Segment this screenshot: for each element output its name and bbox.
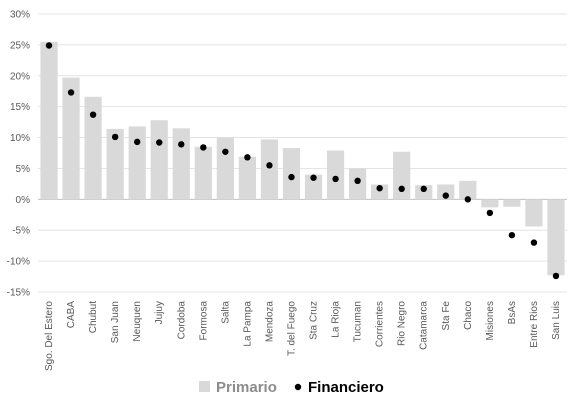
x-category-label: T. del Fuego <box>286 301 297 356</box>
bars-primario <box>40 41 565 276</box>
bar-primario <box>260 139 279 200</box>
y-tick-label: 25% <box>10 40 30 51</box>
dot-financiero <box>552 272 560 280</box>
bar-primario <box>194 146 212 200</box>
x-category-label: Neuquen <box>132 301 143 342</box>
x-category-label: Sta Cruz <box>309 301 320 340</box>
dot-financiero <box>376 185 383 192</box>
dot-financiero <box>111 133 119 141</box>
bar-primario <box>304 174 323 200</box>
y-tick-label: 20% <box>10 71 30 82</box>
x-category-label: San Juan <box>110 301 121 343</box>
y-tick-label: 0% <box>16 195 31 206</box>
dot-financiero <box>222 148 229 155</box>
x-category-label: Misiones <box>485 301 496 340</box>
dot-financiero <box>354 177 361 184</box>
dot-financiero <box>530 239 538 246</box>
x-category-label: Cordoba <box>176 301 187 340</box>
bar-primario <box>172 128 190 200</box>
bar-primario <box>128 126 146 200</box>
x-category-label: Formosa <box>198 301 209 341</box>
x-category-label: Salta <box>220 301 231 324</box>
legend-swatch-financiero <box>294 383 302 391</box>
bar-primario <box>282 148 301 200</box>
y-tick-label: 30% <box>10 10 30 21</box>
y-tick-label: 15% <box>10 102 30 113</box>
dot-financiero <box>178 141 185 148</box>
bar-primario <box>393 151 411 200</box>
x-category-label: Jujuy <box>154 301 165 324</box>
dot-financiero <box>67 89 75 96</box>
y-tick-label: -15% <box>7 288 30 299</box>
dot-financiero <box>420 185 427 193</box>
dot-financiero <box>89 111 97 118</box>
x-category-label: Chubut <box>88 301 99 333</box>
bar-primario <box>40 41 58 200</box>
x-axis-labels: Sgo. Del Estero CABA Chubut San Juan Neuquen… <box>44 301 562 371</box>
y-tick-label: -5% <box>12 226 30 237</box>
legend: Primario Financiero <box>199 379 384 396</box>
x-category-label: La Pampa <box>242 301 253 347</box>
bar-primario <box>437 184 455 200</box>
x-category-label: San Luis <box>551 301 562 340</box>
y-tick-label: 10% <box>10 133 30 144</box>
gridlines <box>38 13 567 293</box>
legend-swatch-primario <box>199 381 210 392</box>
x-category-label: Tucuman <box>353 301 364 342</box>
x-category-label: Rio Negro <box>397 301 408 346</box>
x-category-label: Catamarca <box>419 301 430 350</box>
bar-primario <box>371 184 389 200</box>
dot-financiero <box>156 139 163 146</box>
x-category-label: Sta Fe <box>441 301 452 331</box>
x-category-label: Mendoza <box>264 301 275 343</box>
dot-financiero <box>442 192 449 199</box>
dot-financiero <box>486 209 494 217</box>
legend-label-financiero: Financiero <box>308 379 384 396</box>
dot-financiero <box>398 185 405 193</box>
x-category-label: Entre Rios <box>529 301 540 348</box>
dots-financiero <box>45 42 560 280</box>
x-category-label: La Rioja <box>331 301 342 338</box>
x-category-label: BsAs <box>507 301 518 324</box>
bar-primario <box>238 156 256 200</box>
x-category-label: Sgo. Del Estero <box>44 301 55 371</box>
dot-financiero <box>200 144 207 151</box>
legend-label-primario: Primario <box>216 379 277 396</box>
dot-financiero <box>464 196 472 203</box>
dot-financiero <box>266 162 273 169</box>
bar-primario <box>459 180 477 200</box>
x-category-label: Chaco <box>463 301 474 330</box>
bar-primario <box>106 128 124 200</box>
dot-financiero <box>45 42 53 49</box>
y-tick-label: 5% <box>16 164 31 175</box>
bar-primario <box>481 199 499 208</box>
dot-financiero <box>332 175 339 183</box>
bar-primario <box>150 120 168 200</box>
bar-primario <box>216 137 234 200</box>
bar-primario <box>525 199 543 227</box>
x-category-label: CABA <box>66 301 77 329</box>
dot-financiero <box>133 138 141 146</box>
y-axis-ticks: 30% 25% 20% 15% 10% 5% 0% -5% -10% -15% <box>7 10 30 299</box>
bar-primario <box>503 199 521 207</box>
bar-primario <box>326 150 345 200</box>
y-tick-label: -10% <box>7 257 30 268</box>
x-category-label: Corrientes <box>375 301 386 347</box>
dot-financiero <box>244 154 251 161</box>
dot-financiero <box>288 173 295 181</box>
dot-financiero <box>508 231 516 239</box>
dot-financiero <box>310 174 317 181</box>
bar-primario <box>84 96 102 200</box>
bar-primario <box>415 185 433 200</box>
bar-primario <box>547 199 565 276</box>
bar-primario <box>62 77 80 200</box>
